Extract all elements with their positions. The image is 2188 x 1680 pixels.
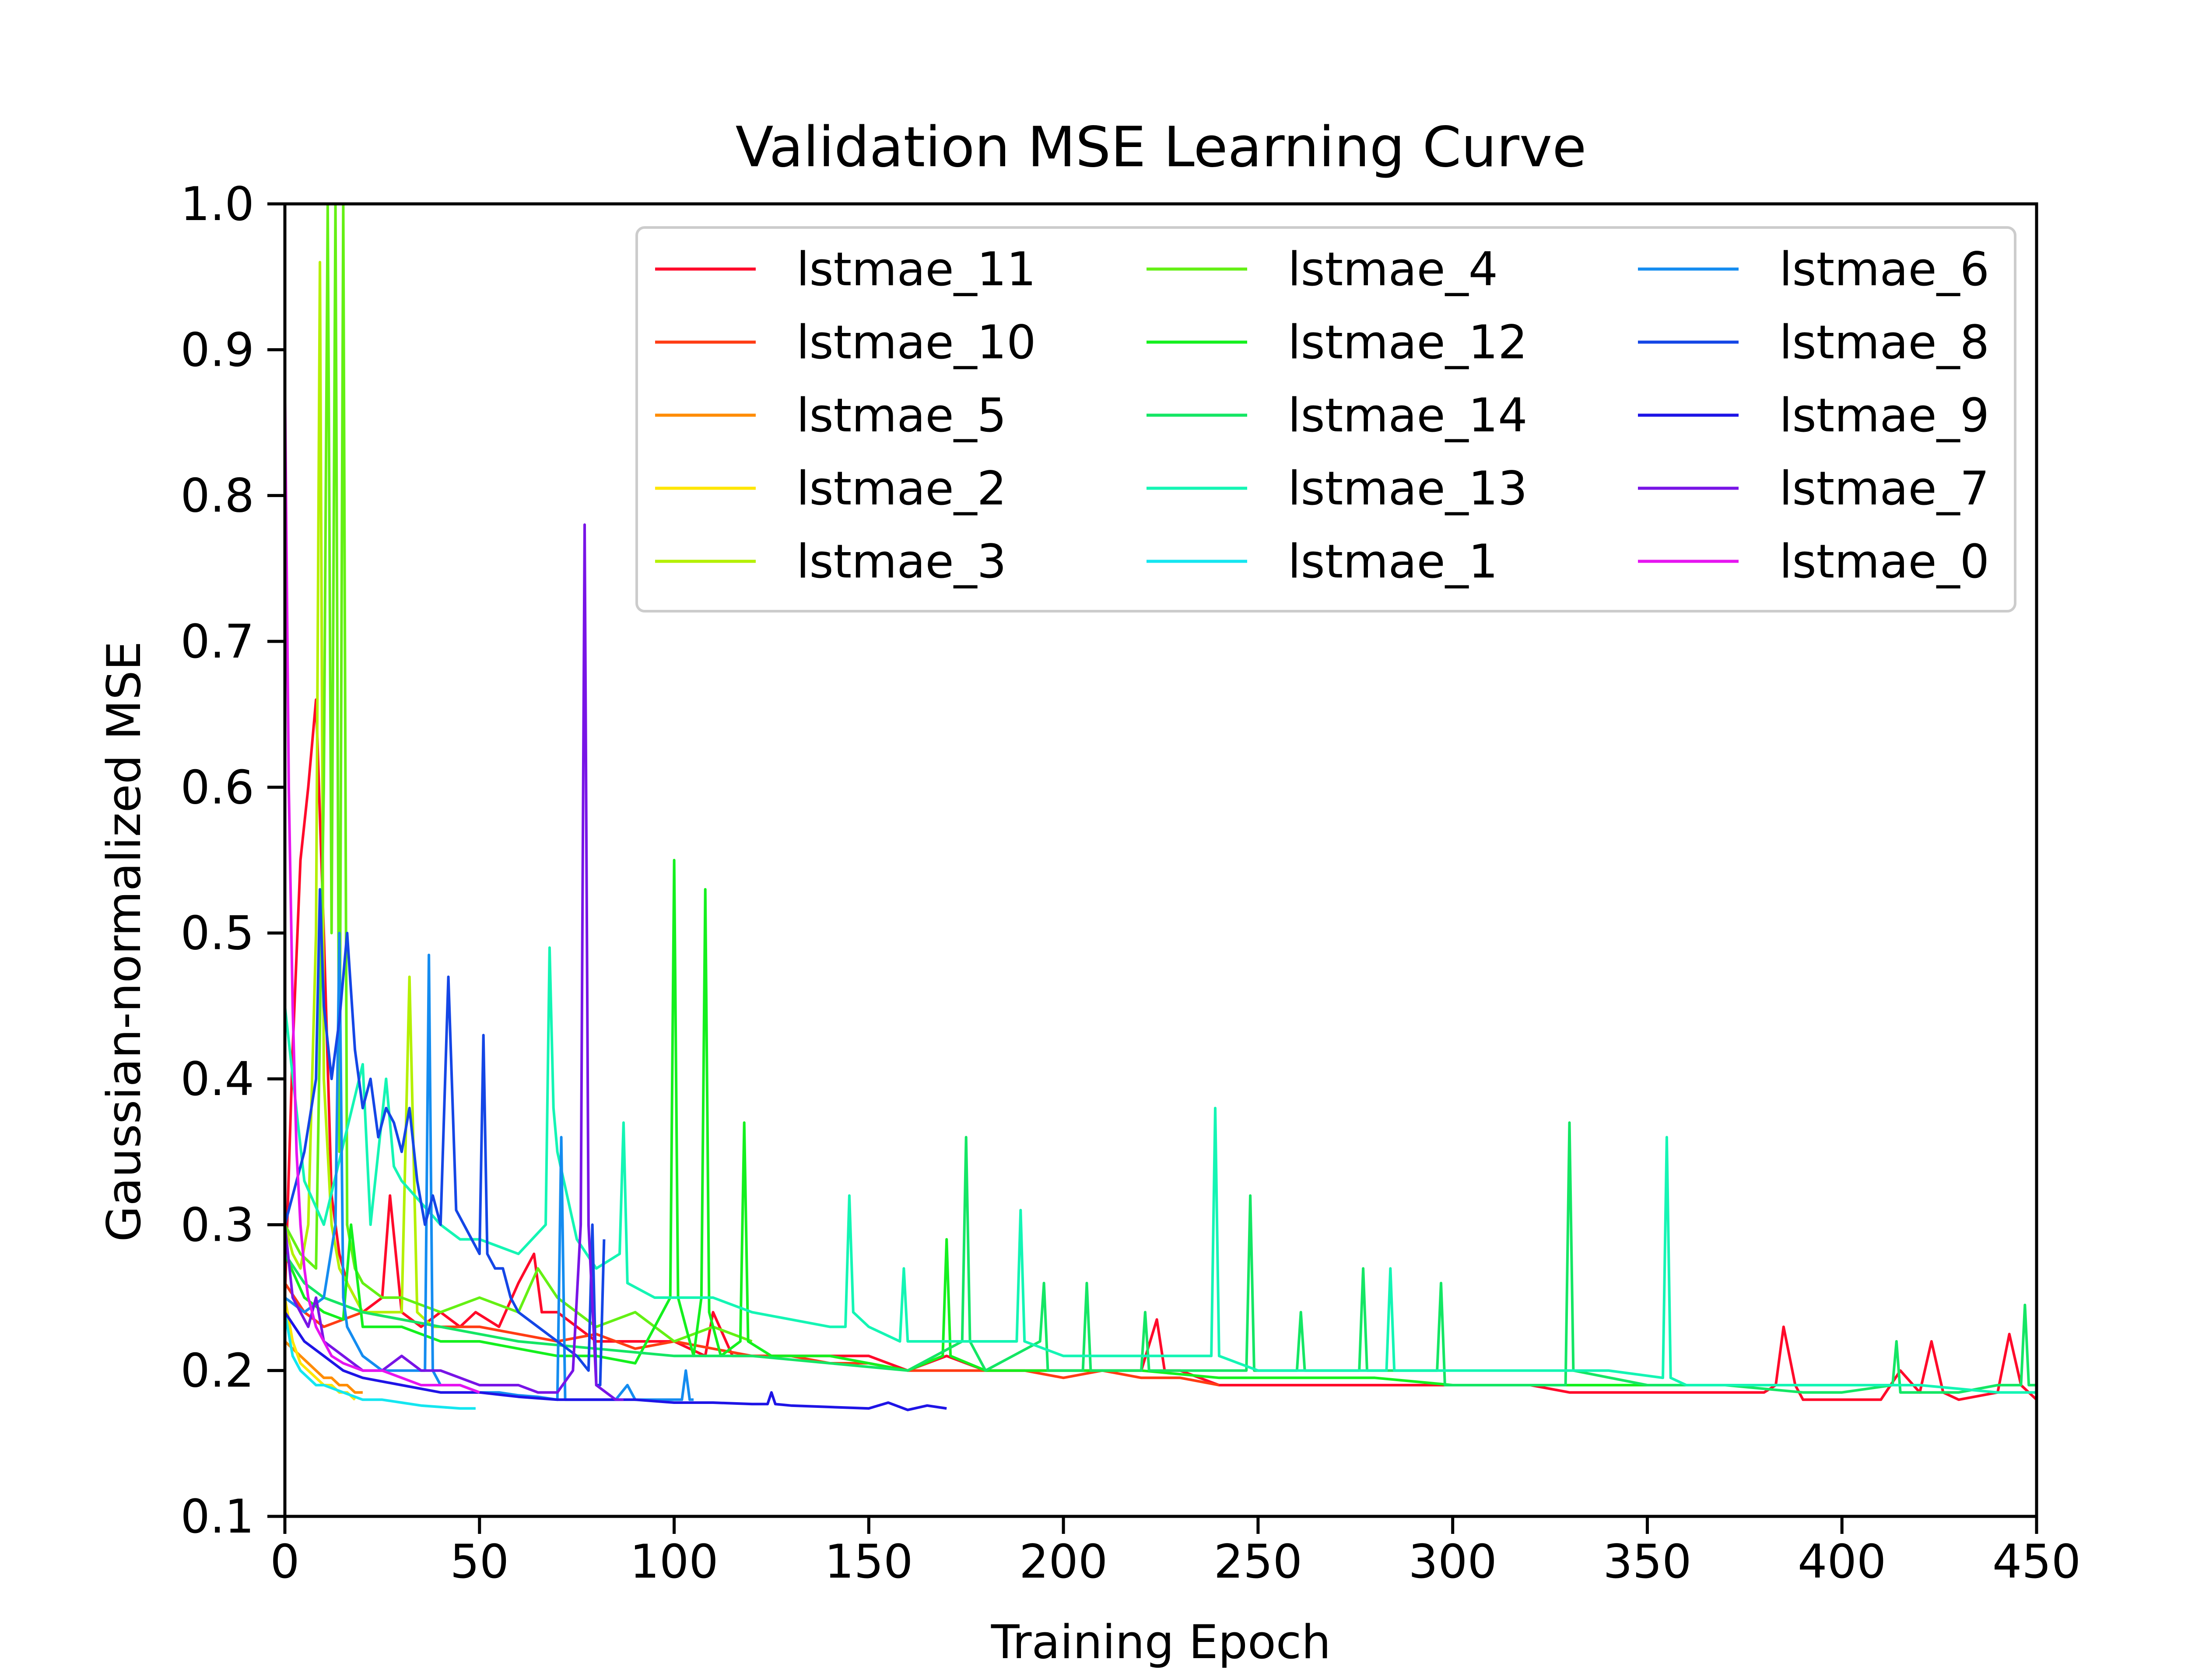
legend-label-lstmae_7: lstmae_7: [1779, 462, 1989, 515]
legend-label-lstmae_14: lstmae_14: [1288, 388, 1528, 442]
y-tick-label: 1.0: [180, 177, 254, 231]
x-tick-label: 350: [1603, 1535, 1691, 1589]
legend-label-lstmae_13: lstmae_13: [1288, 462, 1528, 515]
legend-label-lstmae_9: lstmae_9: [1779, 388, 1989, 442]
series-line-lstmae_4: [285, 204, 753, 1343]
series-line-lstmae_8: [285, 888, 606, 1386]
legend-label-lstmae_11: lstmae_11: [796, 242, 1036, 296]
series-line-lstmae_0: [285, 378, 480, 1394]
series-line-lstmae_12: [285, 859, 1687, 1386]
x-tick-label: 0: [270, 1535, 299, 1589]
y-ticks: 0.1 0.2 0.3 0.4 0.5 0.6 0.7 0.8 0.9 1.0: [180, 177, 285, 1544]
legend-label-lstmae_6: lstmae_6: [1779, 242, 1989, 296]
x-tick-label: 50: [450, 1535, 509, 1589]
series-line-lstmae_14: [285, 1121, 2037, 1394]
legend-label-lstmae_4: lstmae_4: [1288, 242, 1498, 296]
series-line-lstmae_13: [285, 946, 2037, 1394]
legend-label-lstmae_1: lstmae_1: [1288, 535, 1498, 588]
legend-label-lstmae_0: lstmae_0: [1779, 535, 1989, 588]
x-axis-label: Training Epoch: [991, 1615, 1331, 1669]
legend-label-lstmae_5: lstmae_5: [796, 388, 1006, 442]
y-tick-label: 0.8: [180, 469, 254, 523]
series-layer: [285, 204, 2037, 1411]
y-axis-label: Gaussian-normalized MSE: [97, 641, 151, 1242]
x-tick-label: 100: [630, 1535, 718, 1589]
legend: lstmae_11lstmae_10lstmae_5lstmae_2lstmae…: [635, 226, 2016, 612]
y-tick-label: 0.3: [180, 1198, 254, 1252]
legend-label-lstmae_12: lstmae_12: [1288, 315, 1528, 369]
chart-title: Validation MSE Learning Curve: [736, 115, 1587, 179]
legend-frame: [635, 226, 2016, 612]
legend-label-lstmae_3: lstmae_3: [796, 535, 1006, 588]
y-tick-label: 0.4: [180, 1052, 254, 1106]
x-tick-label: 450: [1992, 1535, 2081, 1589]
x-tick-label: 250: [1214, 1535, 1302, 1589]
y-tick-label: 0.9: [180, 323, 254, 377]
legend-entries: lstmae_11lstmae_10lstmae_5lstmae_2lstmae…: [655, 242, 1989, 588]
y-tick-label: 0.1: [180, 1490, 254, 1544]
x-ticks: 0 50 100 150 200 250 300 350 400 450: [270, 1516, 2081, 1589]
legend-label-lstmae_8: lstmae_8: [1779, 315, 1989, 369]
x-tick-label: 200: [1019, 1535, 1108, 1589]
legend-label-lstmae_10: lstmae_10: [796, 315, 1036, 369]
series-line-lstmae_7: [285, 523, 624, 1401]
legend-label-lstmae_2: lstmae_2: [796, 462, 1006, 515]
y-tick-label: 0.2: [180, 1344, 254, 1398]
y-tick-label: 0.5: [180, 906, 254, 960]
x-tick-label: 400: [1798, 1535, 1886, 1589]
x-tick-label: 150: [824, 1535, 913, 1589]
plot-frame: [283, 202, 2038, 1518]
series-line-lstmae_1: [285, 1312, 476, 1410]
y-tick-label: 0.6: [180, 760, 254, 814]
y-tick-label: 0.7: [180, 615, 254, 668]
series-line-lstmae_9: [285, 1311, 947, 1411]
x-tick-label: 300: [1409, 1535, 1497, 1589]
